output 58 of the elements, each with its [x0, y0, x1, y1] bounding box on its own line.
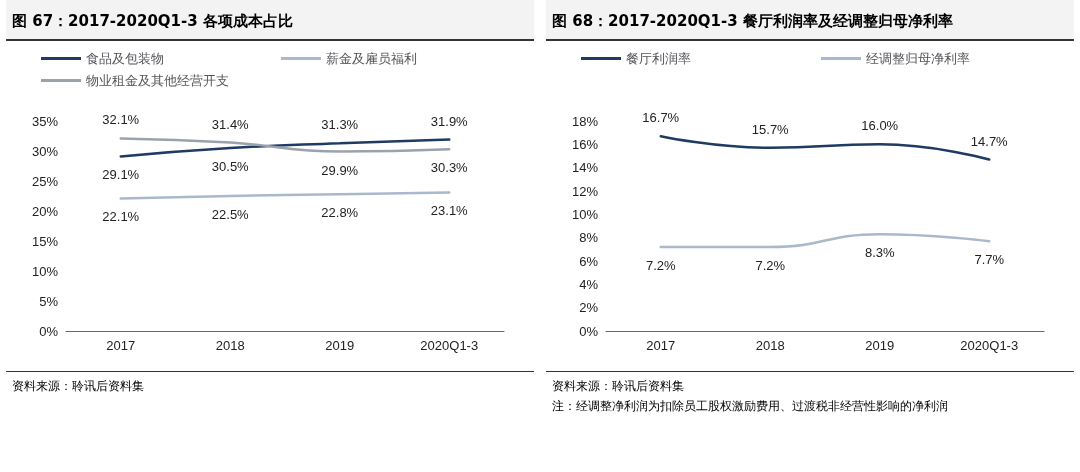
- data-label: 29.1%: [102, 167, 140, 183]
- x-tick-label: 2019: [865, 338, 895, 353]
- text: 注：经调整净利润为扣除员工股权激励费用、过渡税非经营性影响的净利润: [552, 398, 949, 415]
- y-tick-label: 10%: [31, 263, 59, 279]
- x-tick-label: 2019: [325, 338, 355, 353]
- x-tick-label: 2018: [755, 338, 785, 353]
- x-tick-label: 2020Q1-3: [960, 338, 1019, 353]
- chart-title: 图 67：2017-2020Q1-3 各项成本占比: [6, 0, 534, 41]
- y-tick-label: 8%: [579, 230, 599, 246]
- data-label: 16.7%: [642, 110, 680, 126]
- y-tick-label: 35%: [31, 113, 59, 129]
- data-label: 30.5%: [211, 159, 250, 174]
- legend-label: 经调整归母净利率: [866, 51, 970, 66]
- data-label: 7.7%: [974, 252, 1005, 268]
- legend-label: 餐厅利润率: [626, 51, 691, 66]
- y-tick-label: 2%: [579, 300, 599, 316]
- data-label: 32.1%: [102, 112, 140, 128]
- legend-label: 食品及包装物: [86, 51, 164, 66]
- y-tick-label: 10%: [571, 206, 599, 222]
- data-label: 22.8%: [321, 205, 359, 221]
- legend-label: 薪金及雇员福利: [326, 51, 417, 66]
- x-tick-label: 2018: [215, 338, 245, 353]
- chart-title: 图 68：2017-2020Q1-3 餐厅利润率及经调整归母净利率: [546, 0, 1074, 41]
- y-tick-label: 16%: [571, 136, 599, 152]
- y-tick-label: 30%: [31, 143, 59, 159]
- legend-label: 物业租金及其他经营开支: [86, 73, 229, 88]
- text: 资料来源：聆讯后资料集: [12, 378, 145, 395]
- data-label: 29.9%: [321, 162, 359, 178]
- y-tick-label: 12%: [571, 183, 599, 199]
- data-label: 8.3%: [864, 245, 895, 261]
- data-label: 7.2%: [755, 258, 786, 273]
- line-series: [119, 137, 451, 153]
- y-tick-label: 25%: [31, 173, 59, 189]
- y-tick-label: 20%: [31, 203, 59, 219]
- line-series: [119, 138, 451, 158]
- y-tick-label: 4%: [579, 276, 599, 292]
- y-tick-label: 0%: [579, 323, 599, 339]
- data-label: 31.4%: [211, 116, 250, 132]
- y-tick-label: 6%: [579, 253, 599, 269]
- data-label: 16.0%: [861, 118, 899, 134]
- x-tick-label: 2017: [106, 338, 136, 353]
- data-label: 30.3%: [430, 160, 469, 176]
- text: 资料来源：聆讯后资料集: [552, 378, 685, 395]
- y-tick-label: 5%: [39, 293, 59, 309]
- y-tick-label: 14%: [571, 160, 599, 176]
- y-tick-label: 0%: [39, 323, 59, 339]
- x-tick-label: 2017: [646, 338, 676, 353]
- data-label: 14.7%: [970, 133, 1009, 149]
- data-label: 23.1%: [430, 203, 469, 219]
- x-tick-label: 2020Q1-3: [420, 338, 479, 353]
- data-label: 7.2%: [645, 258, 676, 273]
- data-label: 31.3%: [321, 117, 359, 133]
- y-tick-label: 15%: [31, 233, 59, 249]
- y-tick-label: 18%: [571, 113, 599, 129]
- data-label: 31.9%: [430, 113, 469, 129]
- data-label: 15.7%: [751, 121, 790, 137]
- data-label: 22.1%: [102, 209, 140, 225]
- data-label: 22.5%: [211, 207, 250, 222]
